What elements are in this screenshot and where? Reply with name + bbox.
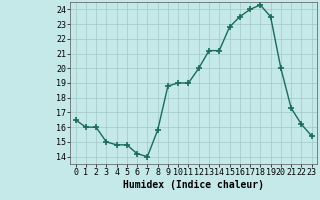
X-axis label: Humidex (Indice chaleur): Humidex (Indice chaleur) bbox=[123, 180, 264, 190]
